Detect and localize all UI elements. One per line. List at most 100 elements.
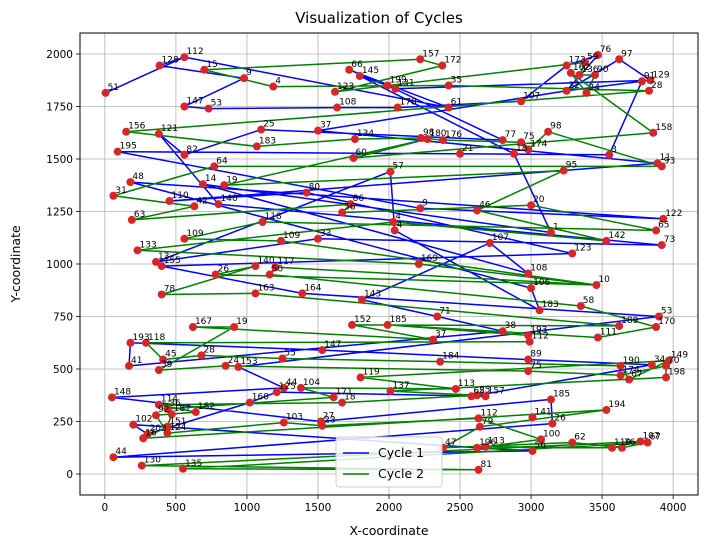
city-point [346, 200, 355, 209]
legend-label-cycle-1: Cycle 1 [378, 445, 424, 460]
city-point-label: 185 [553, 389, 570, 399]
city-point [524, 331, 533, 340]
city-point [338, 208, 347, 217]
city-point [568, 249, 577, 258]
city-point [498, 327, 507, 336]
city-point-label: 109 [186, 229, 203, 239]
city-point [390, 226, 399, 235]
city-point [481, 392, 490, 401]
city-point [278, 354, 287, 363]
city-point [647, 360, 656, 369]
x-tick-label: 2000 [376, 502, 403, 514]
city-point-label: 142 [608, 231, 625, 241]
city-point-label: 110 [172, 191, 189, 201]
city-point-label: 185 [390, 315, 407, 325]
city-point-label: 169 [421, 254, 438, 264]
city-point-label: 36 [169, 399, 181, 409]
city-point-label: 98 [550, 122, 562, 132]
city-point-label: 78 [164, 284, 176, 294]
city-point-label: 131 [397, 79, 414, 89]
city-point-label: 57 [392, 162, 403, 172]
city-point [544, 127, 553, 136]
city-point [313, 126, 322, 135]
city-point [616, 371, 625, 380]
x-tick-label: 3000 [518, 502, 545, 514]
city-point [298, 289, 307, 298]
y-tick-label: 1750 [46, 102, 73, 114]
city-point [524, 367, 533, 376]
city-point-label: 102 [135, 415, 152, 425]
city-point-label: 98 [423, 128, 435, 138]
city-point [240, 74, 249, 83]
city-point-label: 113 [488, 437, 505, 447]
city-point [318, 346, 327, 355]
city-point-label: 103 [286, 413, 303, 423]
city-point [313, 234, 322, 243]
city-point [654, 312, 663, 321]
city-point-label: 108 [339, 98, 356, 108]
city-point [456, 149, 465, 158]
city-point [125, 361, 134, 370]
city-point [617, 443, 626, 452]
city-point [416, 55, 425, 64]
city-point [475, 422, 484, 431]
city-point-label: 26 [218, 265, 230, 275]
city-point-label: 53 [211, 99, 222, 109]
city-point-label: 11 [660, 153, 671, 163]
city-point [101, 88, 110, 97]
city-point-label: 107 [642, 431, 659, 441]
city-point-label: 97 [621, 49, 632, 59]
city-point-label: 145 [362, 66, 379, 76]
city-point [615, 321, 624, 330]
city-point-label: 198 [668, 367, 685, 377]
city-point-label: 71 [439, 307, 450, 317]
city-point [258, 218, 267, 226]
city-point [591, 71, 599, 79]
city-point [625, 375, 634, 384]
city-point [389, 218, 398, 226]
city-point [562, 86, 571, 95]
city-point [129, 420, 138, 429]
city-point [251, 262, 260, 271]
city-point-label: 26 [554, 414, 566, 424]
city-point [265, 270, 274, 279]
city-point-label: 164 [304, 283, 321, 293]
city-point-label: 76 [624, 438, 636, 448]
city-point [537, 435, 546, 444]
city-point [269, 82, 278, 91]
city-point [358, 295, 367, 304]
city-point-label: 35 [451, 76, 462, 86]
city-point-label: 79 [482, 417, 494, 427]
city-point-label: 56 [534, 441, 546, 451]
city-point [277, 236, 286, 245]
city-point-label: 44 [115, 447, 127, 457]
city-point-label: 37 [320, 121, 331, 131]
city-point-label: 129 [652, 70, 669, 80]
city-point-label: 70 [668, 356, 680, 366]
city-point-label: 47 [445, 438, 456, 448]
city-point-label: 18 [516, 144, 528, 154]
city-point-label: 80 [309, 183, 321, 193]
city-point [659, 214, 668, 223]
city-point [473, 391, 482, 400]
city-point-label: 86 [353, 194, 365, 204]
city-point-label: 24 [588, 83, 600, 93]
city-point-label: 182 [198, 402, 215, 412]
city-point-label: 155 [164, 256, 181, 266]
city-point-label: 184 [442, 352, 459, 362]
city-point-label: 53 [661, 307, 672, 317]
city-point-label: 128 [162, 56, 179, 66]
city-point [581, 58, 590, 67]
city-point [257, 125, 266, 134]
city-point [200, 65, 209, 74]
city-point [210, 162, 219, 171]
city-point-label: 60 [355, 148, 367, 158]
city-point [154, 400, 163, 409]
y-tick-label: 1250 [46, 207, 73, 219]
city-point-label: 28 [203, 345, 215, 355]
city-point [272, 388, 281, 397]
city-point [474, 414, 483, 423]
city-point-label: 14 [205, 174, 217, 184]
city-point-label: 4 [275, 77, 281, 87]
city-point-label: 140 [257, 256, 274, 266]
